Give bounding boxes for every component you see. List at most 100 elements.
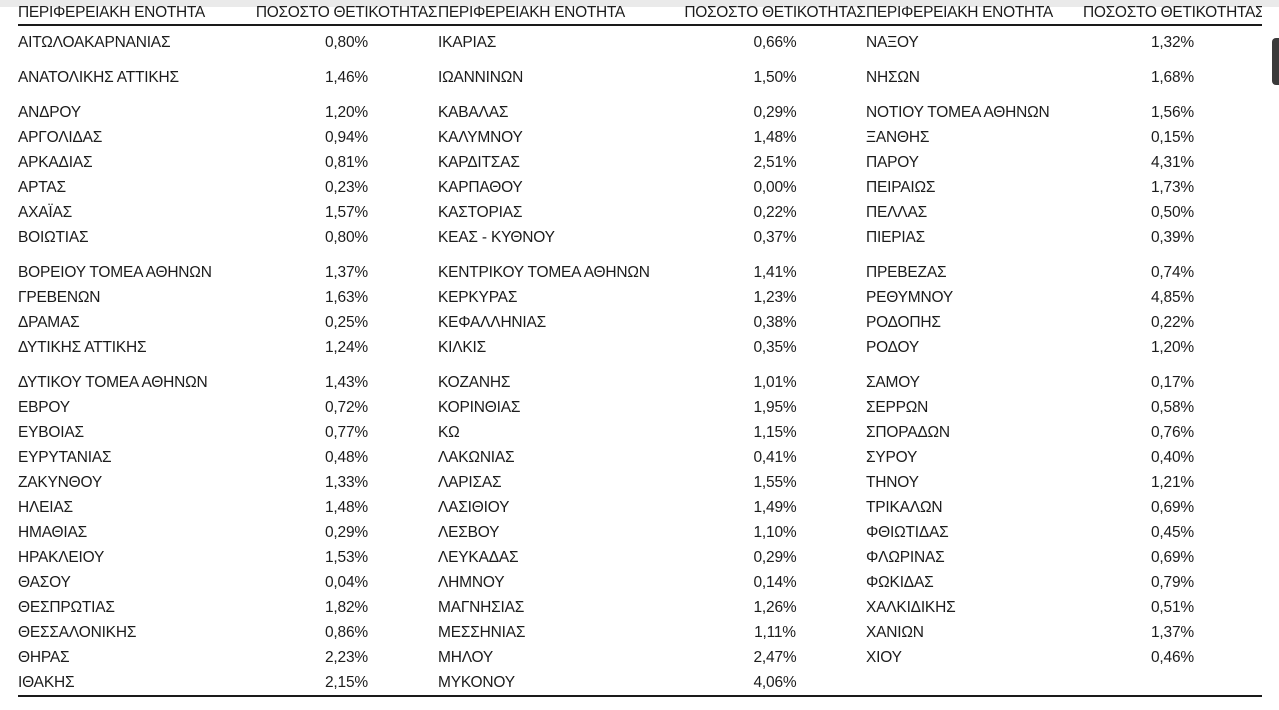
header-region-2: ΠΕΡΙΦΕΡΕΙΑΚΗ ΕΝΟΤΗΤΑ [438,4,625,21]
region-name-cell: ΒΟΙΩΤΙΑΣ [18,229,89,246]
table-row: ΑΧΑΪΑΣ 1,57% ΚΑΣΤΟΡΙΑΣ 0,22% ΠΕΛΛΑΣ 0,50% [18,200,1262,225]
region-name-cell: ΡΟΔΟΥ [866,339,919,356]
region-name-cell: ΣΠΟΡΑΔΩΝ [866,424,950,441]
positivity-value-cell: 1,10% [753,524,797,541]
positivity-value-cell: 0,80% [325,229,368,246]
table-row: ΘΗΡΑΣ 2,23% ΜΗΛΟΥ 2,47% ΧΙΟΥ 0,46% [18,645,1262,670]
region-name-cell: ΜΑΓΝΗΣΙΑΣ [438,599,525,616]
region-name-cell: ΑΡΤΑΣ [18,179,66,196]
region-name-cell: ΠΕΛΛΑΣ [866,204,927,221]
region-name-cell: ΘΗΡΑΣ [18,649,70,666]
region-name-cell: ΕΥΡΥΤΑΝΙΑΣ [18,449,112,466]
positivity-value-cell: 0,45% [1151,524,1194,541]
positivity-value-cell [1083,670,1262,695]
region-name-cell: ΠΑΡΟΥ [866,154,919,171]
region-name-cell: ΗΜΑΘΙΑΣ [18,524,88,541]
region-name-cell: ΚΕΑΣ - ΚΥΘΝΟΥ [438,229,555,246]
region-name-cell: ΙΚΑΡΙΑΣ [438,34,497,51]
positivity-value-cell: 1,26% [753,599,797,616]
positivity-value-cell: 1,23% [753,289,797,306]
positivity-value-cell: 0,37% [753,229,797,246]
region-name-cell: ΘΕΣΠΡΩΤΙΑΣ [18,599,115,616]
region-name-cell: ΦΛΩΡΙΝΑΣ [866,549,945,566]
region-name-cell: ΛΕΣΒΟΥ [438,524,500,541]
positivity-value-cell: 0,29% [325,524,368,541]
region-name-cell: ΠΕΙΡΑΙΩΣ [866,179,936,196]
table-row: ΔΥΤΙΚΗΣ ΑΤΤΙΚΗΣ 1,24% ΚΙΛΚΙΣ 0,35% ΡΟΔΟΥ 1,20… [18,335,1262,360]
positivity-value-cell: 0,17% [1151,374,1194,391]
region-name-cell: ΗΡΑΚΛΕΙΟΥ [18,549,105,566]
table-header-row: ΠΕΡΙΦΕΡΕΙΑΚΗ ΕΝΟΤΗΤΑ ΠΟΣΟΣΤΟ ΘΕΤΙΚΟΤΗΤΑΣ… [18,4,1262,26]
positivity-value-cell: 1,32% [1151,34,1194,51]
region-name-cell: ΑΧΑΪΑΣ [18,204,73,221]
positivity-value-cell: 4,31% [1151,154,1194,171]
table-row: ΘΕΣΣΑΛΟΝΙΚΗΣ 0,86% ΜΕΣΣΗΝΙΑΣ 1,11% ΧΑΝΙΩΝ 1,3… [18,620,1262,645]
region-name-cell: ΔΡΑΜΑΣ [18,314,80,331]
positivity-value-cell: 0,80% [325,34,368,51]
region-name-cell [866,670,1083,695]
positivity-value-cell: 0,50% [1151,204,1194,221]
region-name-cell: ΓΡΕΒΕΝΩΝ [18,289,101,306]
positivity-value-cell: 0,38% [753,314,797,331]
positivity-value-cell: 0,35% [753,339,797,356]
positivity-value-cell: 1,55% [753,474,797,491]
positivity-value-cell: 1,95% [753,399,797,416]
table-row: ΕΥΒΟΙΑΣ 0,77% ΚΩ 1,15% ΣΠΟΡΑΔΩΝ 0,76% [18,420,1262,445]
positivity-value-cell: 0,29% [753,549,797,566]
region-name-cell: ΜΥΚΟΝΟΥ [438,674,515,691]
region-name-cell: ΚΕΦΑΛΛΗΝΙΑΣ [438,314,547,331]
table-row: ΓΡΕΒΕΝΩΝ 1,63% ΚΕΡΚΥΡΑΣ 1,23% ΡΕΘΥΜΝΟΥ 4,85% [18,285,1262,310]
region-name-cell: ΚΙΛΚΙΣ [438,339,487,356]
positivity-value-cell: 1,41% [753,264,797,281]
region-name-cell: ΛΑΣΙΘΙΟΥ [438,499,510,516]
region-name-cell: ΧΑΛΚΙΔΙΚΗΣ [866,599,956,616]
region-name-cell: ΧΙΟΥ [866,649,902,666]
positivity-value-cell: 0,22% [1151,314,1194,331]
positivity-value-cell: 0,79% [1151,574,1194,591]
positivity-value-cell: 1,50% [753,69,797,86]
region-name-cell: ΚΕΡΚΥΡΑΣ [438,289,518,306]
positivity-value-cell: 0,48% [325,449,368,466]
region-name-cell: ΝΑΞΟΥ [866,34,919,51]
region-name-cell: ΑΡΓΟΛΙΔΑΣ [18,129,103,146]
region-name-cell: ΖΑΚΥΝΘΟΥ [18,474,103,491]
region-name-cell: ΣΕΡΡΩΝ [866,399,929,416]
region-name-cell: ΛΗΜΝΟΥ [438,574,505,591]
table-row: ΗΜΑΘΙΑΣ 0,29% ΛΕΣΒΟΥ 1,10% ΦΘΙΩΤΙΔΑΣ 0,45% [18,520,1262,545]
region-name-cell: ΦΘΙΩΤΙΔΑΣ [866,524,949,541]
positivity-value-cell: 0,66% [753,34,797,51]
positivity-value-cell: 0,69% [1151,549,1194,566]
positivity-value-cell: 1,01% [753,374,797,391]
positivity-value-cell: 0,51% [1151,599,1194,616]
region-name-cell: ΝΗΣΩΝ [866,69,920,86]
table-row: ΑΡΤΑΣ 0,23% ΚΑΡΠΑΘΟΥ 0,00% ΠΕΙΡΑΙΩΣ 1,73% [18,175,1262,200]
positivity-value-cell: 1,37% [325,264,368,281]
region-name-cell: ΑΡΚΑΔΙΑΣ [18,154,93,171]
positivity-value-cell: 1,43% [325,374,368,391]
positivity-value-cell: 1,37% [1151,624,1194,641]
region-name-cell: ΞΑΝΘΗΣ [866,129,930,146]
region-name-cell: ΙΩΑΝΝΙΝΩΝ [438,69,524,86]
positivity-value-cell: 1,49% [753,499,797,516]
positivity-value-cell: 1,24% [325,339,368,356]
positivity-value-cell: 0,69% [1151,499,1194,516]
positivity-value-cell: 1,48% [753,129,797,146]
region-name-cell: ΚΑΡΔΙΤΣΑΣ [438,154,520,171]
region-name-cell: ΙΘΑΚΗΣ [18,674,75,691]
positivity-value-cell: 1,82% [325,599,368,616]
positivity-value-cell: 1,57% [325,204,368,221]
positivity-value-cell: 1,15% [753,424,797,441]
table-row: ΘΕΣΠΡΩΤΙΑΣ 1,82% ΜΑΓΝΗΣΙΑΣ 1,26% ΧΑΛΚΙΔΙΚΗΣ 0… [18,595,1262,620]
positivity-value-cell: 0,72% [325,399,368,416]
region-name-cell: ΒΟΡΕΙΟΥ ΤΟΜΕΑ ΑΘΗΝΩΝ [18,264,212,281]
region-name-cell: ΤΡΙΚΑΛΩΝ [866,499,943,516]
region-name-cell: ΚΑΣΤΟΡΙΑΣ [438,204,523,221]
scrollbar-thumb[interactable] [1272,38,1279,85]
region-name-cell: ΜΗΛΟΥ [438,649,494,666]
table-row: ΕΥΡΥΤΑΝΙΑΣ 0,48% ΛΑΚΩΝΙΑΣ 0,41% ΣΥΡΟΥ 0,40% [18,445,1262,470]
table-row: ΑΝΑΤΟΛΙΚΗΣ ΑΤΤΙΚΗΣ 1,46% ΙΩΑΝΝΙΝΩΝ 1,50% ΝΗΣ… [18,65,1262,90]
table-row: ΑΙΤΩΛΟΑΚΑΡΝΑΝΙΑΣ 0,80% ΙΚΑΡΙΑΣ 0,66% ΝΑΞΟΥ 1,… [18,30,1262,55]
positivity-value-cell: 0,14% [753,574,797,591]
table-row: ΖΑΚΥΝΘΟΥ 1,33% ΛΑΡΙΣΑΣ 1,55% ΤΗΝΟΥ 1,21% [18,470,1262,495]
positivity-value-cell: 4,85% [1151,289,1194,306]
